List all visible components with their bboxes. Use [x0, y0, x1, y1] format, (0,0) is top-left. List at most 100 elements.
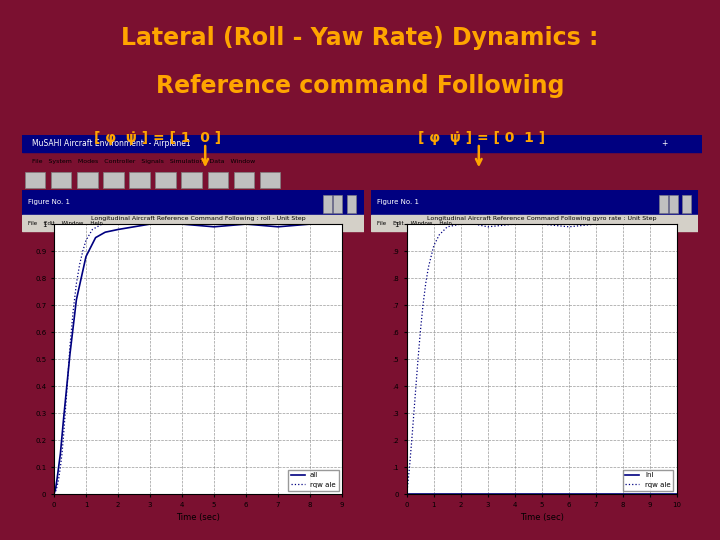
- rqw ale: [69, 307, 78, 314]
- rqw ale: [51, 488, 60, 495]
- lnl: [484, 491, 492, 497]
- Title: Longitudinal Aircraft Reference Command Following gyro rate : Unit Step: Longitudinal Aircraft Reference Command …: [427, 216, 657, 221]
- Bar: [130, 172, 150, 188]
- rqw ale: [55, 475, 63, 481]
- X-axis label: Time (sec): Time (sec): [176, 514, 220, 522]
- Title: Longitudinal Aircraft Reference Command Following : roll - Unit Step: Longitudinal Aircraft Reference Command …: [91, 216, 305, 221]
- Bar: [22, 190, 364, 215]
- rqw ale: [410, 396, 419, 403]
- Bar: [659, 195, 668, 213]
- rqw ale: [405, 464, 414, 470]
- Bar: [346, 195, 356, 213]
- rqw ale: [456, 221, 465, 227]
- lnl: [564, 491, 573, 497]
- all: [101, 229, 109, 235]
- rqw ale: [416, 329, 425, 335]
- Text: Lateral (Roll - Yaw Rate) Dynamics :: Lateral (Roll - Yaw Rate) Dynamics :: [121, 26, 599, 50]
- rqw ale: [88, 226, 96, 233]
- Bar: [25, 172, 45, 188]
- all: [178, 221, 186, 227]
- lnl: [429, 491, 438, 497]
- Line: rqw ale: rqw ale: [407, 224, 677, 494]
- all: [306, 221, 315, 227]
- rqw ale: [50, 491, 58, 497]
- Bar: [323, 195, 332, 213]
- Line: all: all: [54, 224, 342, 494]
- lnl: [405, 491, 414, 497]
- all: [50, 491, 58, 497]
- Bar: [181, 172, 202, 188]
- rqw ale: [58, 450, 66, 457]
- lnl: [592, 491, 600, 497]
- all: [66, 350, 74, 357]
- rqw ale: [435, 232, 444, 238]
- Bar: [260, 172, 280, 188]
- Text: +: +: [662, 139, 668, 148]
- all: [130, 224, 138, 230]
- rqw ale: [274, 221, 282, 227]
- rqw ale: [592, 221, 600, 227]
- rqw ale: [72, 280, 81, 287]
- all: [274, 224, 282, 230]
- rqw ale: [114, 221, 122, 227]
- all: [81, 253, 90, 260]
- rqw ale: [484, 224, 492, 230]
- rqw ale: [338, 221, 346, 227]
- rqw ale: [537, 221, 546, 227]
- rqw ale: [78, 248, 87, 254]
- Bar: [682, 195, 691, 213]
- Bar: [371, 190, 698, 215]
- lnl: [456, 491, 465, 497]
- lnl: [510, 491, 519, 497]
- rqw ale: [178, 221, 186, 227]
- Bar: [22, 135, 702, 152]
- all: [53, 475, 61, 481]
- lnl: [404, 491, 413, 497]
- rqw ale: [408, 431, 416, 438]
- rqw ale: [427, 253, 436, 260]
- all: [338, 221, 346, 227]
- rqw ale: [402, 491, 411, 497]
- lnl: [645, 491, 654, 497]
- lnl: [618, 491, 627, 497]
- rqw ale: [413, 361, 422, 368]
- Legend: all, rqw ale: all, rqw ale: [288, 470, 338, 491]
- Line: rqw ale: rqw ale: [54, 224, 342, 494]
- Text: Figure No. 1: Figure No. 1: [29, 199, 71, 206]
- rqw ale: [564, 224, 573, 230]
- rqw ale: [672, 221, 681, 227]
- all: [59, 415, 68, 422]
- Legend: lnl, rqw ale: lnl, rqw ale: [623, 470, 673, 491]
- rqw ale: [63, 388, 71, 395]
- rqw ale: [418, 302, 427, 308]
- lnl: [672, 491, 681, 497]
- rqw ale: [145, 221, 154, 227]
- rqw ale: [470, 221, 479, 227]
- lnl: [410, 491, 419, 497]
- rqw ale: [242, 221, 251, 227]
- X-axis label: Time (sec): Time (sec): [520, 514, 564, 522]
- lnl: [402, 491, 411, 497]
- all: [51, 485, 60, 492]
- Bar: [669, 195, 678, 213]
- Text: Reference command Following: Reference command Following: [156, 75, 564, 98]
- Bar: [234, 172, 254, 188]
- rqw ale: [510, 221, 519, 227]
- Bar: [51, 172, 71, 188]
- rqw ale: [306, 221, 315, 227]
- rqw ale: [66, 342, 74, 349]
- Text: File    Edit    Window    Help: File Edit Window Help: [377, 221, 452, 226]
- all: [114, 226, 122, 233]
- rqw ale: [421, 280, 430, 287]
- rqw ale: [443, 224, 451, 230]
- Bar: [103, 172, 124, 188]
- rqw ale: [76, 261, 84, 268]
- rqw ale: [81, 237, 90, 244]
- Bar: [371, 215, 698, 232]
- lnl: [416, 491, 425, 497]
- all: [56, 450, 65, 457]
- all: [242, 221, 251, 227]
- Text: File    Edit    Window    Help: File Edit Window Help: [29, 221, 103, 226]
- Text: [ φ  ψ̇ ] = [ 1  0 ]: [ φ ψ̇ ] = [ 1 0 ]: [94, 131, 221, 145]
- rqw ale: [429, 242, 438, 249]
